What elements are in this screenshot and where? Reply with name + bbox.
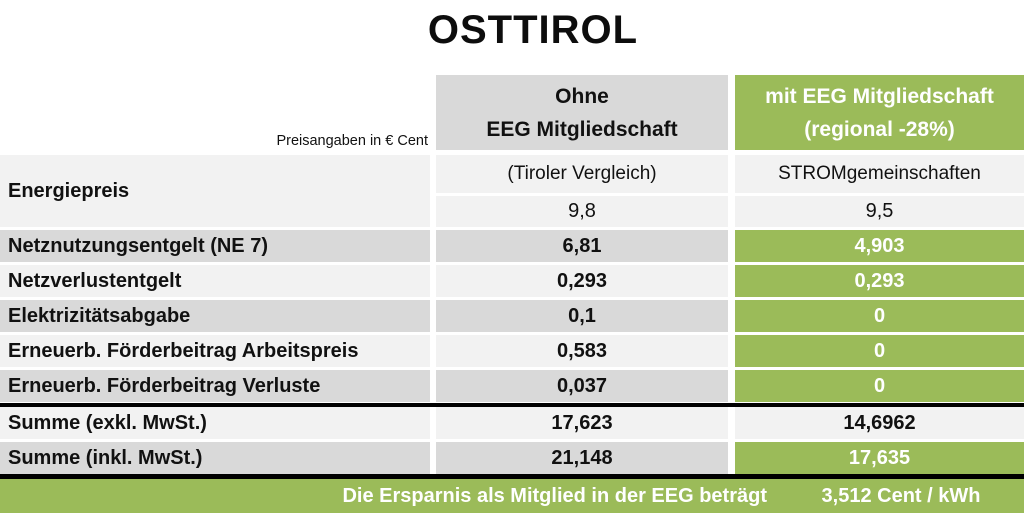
savings-value: 3,512 Cent / kWh: [821, 485, 981, 507]
table-row-foerderbeitrag-arbeitspreis: Erneuerb. Förderbeitrag Arbeitspreis 0,5…: [0, 335, 1024, 367]
page-title: OSTTIROL: [427, 8, 639, 52]
energiepreis-value-with: 9,5: [735, 196, 1024, 227]
row-label: Elektrizitätsabgabe: [0, 300, 430, 332]
value-with-eeg: 17,635: [735, 442, 1024, 474]
row-label: Summe (exkl. MwSt.): [0, 407, 430, 439]
table-row-netzverlustentgelt: Netzverlustentgelt 0,293 0,293: [0, 265, 1024, 297]
value-with-eeg: 0: [735, 300, 1024, 332]
value-without-eeg: 6,81: [436, 230, 728, 262]
price-unit-note: Preisangaben in € Cent: [276, 133, 428, 149]
table-row-elektrizitaetsabgabe: Elektrizitätsabgabe 0,1 0: [0, 300, 1024, 332]
row-label-energiepreis: Energiepreis: [0, 155, 430, 227]
row-label: Netzverlustentgelt: [0, 265, 430, 297]
table-row-energiepreis: Energiepreis (Tiroler Vergleich) 9,8 STR…: [0, 155, 1024, 227]
value-without-eeg: 0,037: [436, 370, 728, 402]
column-header-without-line2: EEG Mitgliedschaft: [486, 117, 678, 141]
column-header-without-line1: Ohne: [555, 84, 609, 108]
value-with-eeg: 0: [735, 370, 1024, 402]
header-spacer-cell: Preisangaben in € Cent: [0, 75, 430, 150]
value-without-eeg: 0,583: [436, 335, 728, 367]
energiepreis-source-without: (Tiroler Vergleich): [436, 155, 728, 193]
price-comparison-table: Preisangaben in € Cent Ohne EEG Mitglied…: [0, 75, 1024, 513]
value-with-eeg: 0: [735, 335, 1024, 367]
row-label: Erneuerb. Förderbeitrag Verluste: [0, 370, 430, 402]
value-without-eeg: 17,623: [436, 407, 728, 439]
divider-top: [0, 403, 1024, 407]
energiepreis-value-without: 9,8: [436, 196, 728, 227]
energiepreis-without-column: (Tiroler Vergleich) 9,8: [436, 155, 728, 227]
column-header-without-eeg: Ohne EEG Mitgliedschaft: [436, 75, 728, 150]
column-header-with-line2: (regional -28%): [804, 117, 955, 141]
table-row-summe-inkl-mwst: Summe (inkl. MwSt.) 21,148 17,635: [0, 442, 1024, 474]
table-row-netznutzungsentgelt: Netznutzungsentgelt (NE 7) 6,81 4,903: [0, 230, 1024, 262]
divider-bottom: [0, 474, 1024, 479]
table-header-row: Preisangaben in € Cent Ohne EEG Mitglied…: [0, 75, 1024, 150]
column-header-with-line1: mit EEG Mitgliedschaft: [765, 84, 994, 108]
table-row-summe-exkl-mwst: Summe (exkl. MwSt.) 17,623 14,6962: [0, 407, 1024, 439]
savings-label: Die Ersparnis als Mitglied in der EEG be…: [342, 485, 767, 507]
table-row-foerderbeitrag-verluste: Erneuerb. Förderbeitrag Verluste 0,037 0: [0, 370, 1024, 402]
row-label: Netznutzungsentgelt (NE 7): [0, 230, 430, 262]
energiepreis-with-column: STROMgemeinschaften 9,5: [735, 155, 1024, 227]
value-with-eeg: 4,903: [735, 230, 1024, 262]
column-header-with-eeg: mit EEG Mitgliedschaft (regional -28%): [735, 75, 1024, 150]
value-without-eeg: 0,293: [436, 265, 728, 297]
savings-bar: Die Ersparnis als Mitglied in der EEG be…: [0, 479, 1024, 513]
energiepreis-source-with: STROMgemeinschaften: [735, 155, 1024, 193]
value-with-eeg: 0,293: [735, 265, 1024, 297]
value-without-eeg: 21,148: [436, 442, 728, 474]
value-without-eeg: 0,1: [436, 300, 728, 332]
row-label: Summe (inkl. MwSt.): [0, 442, 430, 474]
row-label: Erneuerb. Förderbeitrag Arbeitspreis: [0, 335, 430, 367]
value-with-eeg: 14,6962: [735, 407, 1024, 439]
